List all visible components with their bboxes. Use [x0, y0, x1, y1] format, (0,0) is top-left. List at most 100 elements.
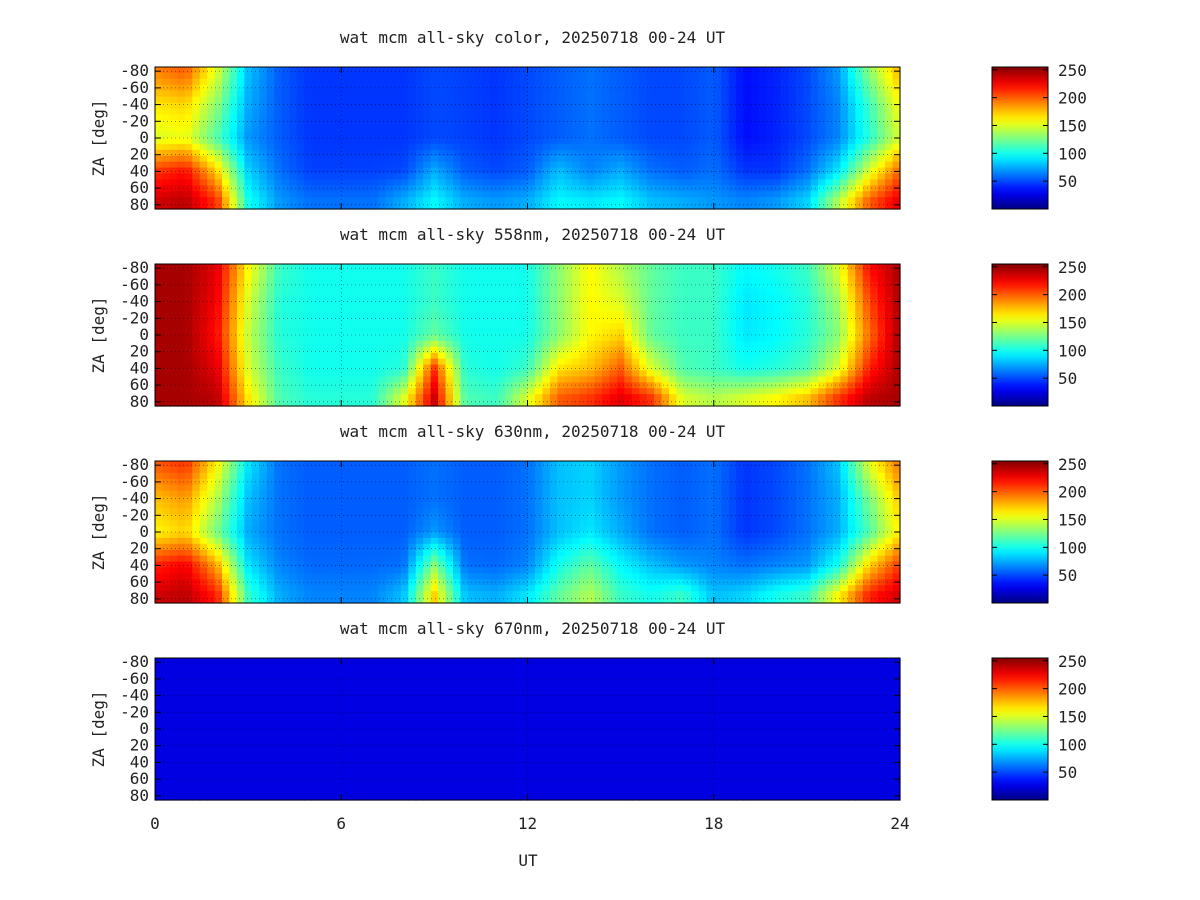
heatmap-cell: [378, 281, 387, 289]
heatmap-cell: [870, 287, 879, 295]
heatmap-cell: [415, 264, 424, 271]
heatmap-cell: [415, 293, 424, 301]
heatmap-cell: [870, 197, 879, 204]
heatmap-cell: [192, 155, 201, 163]
heatmap-cell: [624, 90, 633, 98]
heatmap-cell: [661, 335, 670, 342]
heatmap-cell: [192, 287, 201, 295]
heatmap-cell: [184, 155, 193, 163]
heatmap-cell: [639, 67, 648, 74]
heatmap-cell: [467, 340, 476, 348]
heatmap-cell: [408, 155, 417, 163]
heatmap-cell: [706, 72, 715, 80]
heatmap-cell: [862, 281, 871, 289]
heatmap-cell: [184, 138, 193, 145]
heatmap-cell: [855, 132, 864, 139]
heatmap-cell: [162, 90, 171, 98]
heatmap-cell: [318, 370, 327, 378]
heatmap-cell: [534, 305, 543, 312]
heatmap-cell: [438, 293, 447, 301]
heatmap-cell: [408, 78, 417, 86]
heatmap-cell: [534, 149, 543, 157]
heatmap-cell: [587, 358, 596, 366]
heatmap-cell: [177, 346, 186, 354]
heatmap-cell: [251, 78, 260, 86]
heatmap-cell: [676, 376, 685, 383]
heatmap-cell: [408, 400, 417, 407]
heatmap-cell: [274, 120, 283, 127]
heatmap-cell: [572, 311, 581, 318]
heatmap-cell: [207, 323, 216, 330]
heatmap-cell: [795, 96, 804, 104]
heatmap-cell: [683, 329, 692, 336]
heatmap-cell: [587, 185, 596, 192]
heatmap-cell: [758, 281, 767, 289]
heatmap-cell: [818, 388, 827, 395]
heatmap-cell: [728, 191, 737, 198]
heatmap-cell: [244, 126, 253, 133]
heatmap-cell: [423, 269, 432, 277]
heatmap-cell: [497, 269, 506, 277]
heatmap-cell: [244, 400, 253, 407]
heatmap-cell: [490, 461, 499, 468]
heatmap-cell: [751, 191, 760, 198]
heatmap-cell: [810, 203, 819, 210]
heatmap-cell: [356, 185, 365, 192]
heatmap-cell: [251, 299, 260, 307]
heatmap-cell: [758, 323, 767, 330]
heatmap-cell: [453, 335, 462, 342]
heatmap-cell: [631, 358, 640, 366]
heatmap-cell: [669, 311, 678, 318]
heatmap-cell: [549, 161, 558, 169]
heatmap-cell: [803, 275, 812, 283]
heatmap-cell: [274, 90, 283, 98]
heatmap-cell: [698, 179, 707, 186]
heatmap-cell: [467, 203, 476, 210]
heatmap-cell: [624, 167, 633, 175]
heatmap-cell: [214, 461, 223, 468]
heatmap-cell: [721, 108, 730, 115]
heatmap-cell: [698, 96, 707, 104]
heatmap-cell: [162, 126, 171, 133]
heatmap-cell: [333, 167, 342, 175]
heatmap-cell: [333, 335, 342, 342]
heatmap-cell: [490, 388, 499, 395]
heatmap-cell: [296, 155, 305, 163]
heatmap-cell: [274, 132, 283, 139]
heatmap-cell: [289, 275, 298, 283]
heatmap-cell: [304, 96, 313, 104]
heatmap-cell: [296, 299, 305, 307]
heatmap-cell: [706, 173, 715, 181]
heatmap-cell: [423, 376, 432, 383]
heatmap-cell: [713, 287, 722, 295]
heatmap-cell: [192, 96, 201, 104]
heatmap-cell: [534, 311, 543, 318]
heatmap-cell: [661, 191, 670, 198]
heatmap-cell: [631, 400, 640, 407]
heatmap-cell: [639, 114, 648, 121]
heatmap-cell: [222, 185, 231, 192]
heatmap-cell: [661, 120, 670, 127]
heatmap-cell: [654, 364, 663, 372]
heatmap-cell: [348, 120, 357, 127]
heatmap-cell: [587, 394, 596, 401]
heatmap-cell: [207, 335, 216, 342]
heatmap-cell: [385, 352, 394, 360]
heatmap-cell: [602, 72, 611, 80]
heatmap-cell: [251, 323, 260, 330]
heatmap-cell: [408, 388, 417, 395]
heatmap-cell: [870, 352, 879, 360]
heatmap-cell: [631, 167, 640, 175]
heatmap-cell: [453, 346, 462, 354]
heatmap-cell: [683, 120, 692, 127]
heatmap-cell: [467, 400, 476, 407]
heatmap-cell: [207, 264, 216, 271]
heatmap-cell: [408, 138, 417, 145]
heatmap-cell: [251, 358, 260, 366]
heatmap-cell: [773, 173, 782, 181]
heatmap-cell: [236, 275, 245, 283]
heatmap-cell: [609, 400, 618, 407]
heatmap-cell: [564, 370, 573, 378]
heatmap-cell: [236, 400, 245, 407]
heatmap-cell: [676, 388, 685, 395]
